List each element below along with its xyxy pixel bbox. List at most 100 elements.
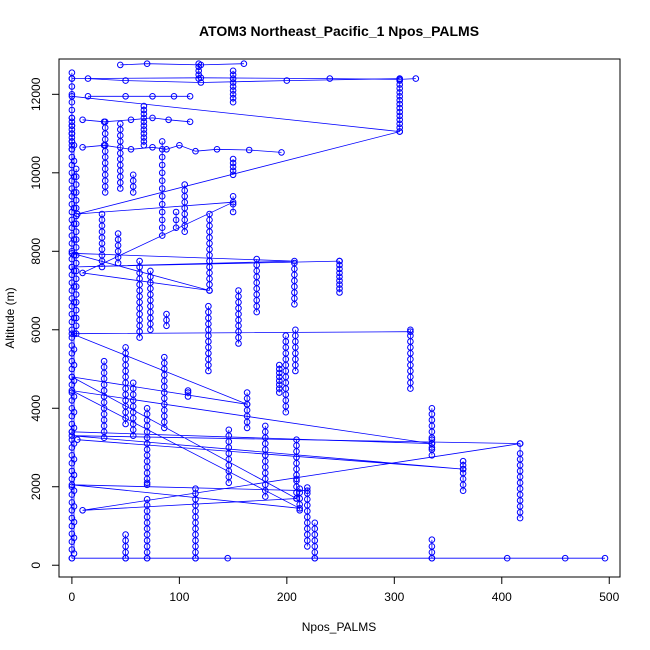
data-point [176,142,183,149]
series-39 [161,353,168,432]
data-point [140,130,148,137]
data-point [158,146,166,153]
data-point [240,60,248,68]
data-point [291,259,298,267]
data-point [140,122,148,129]
data-point [68,114,76,122]
data-point [68,350,76,357]
data-point [206,287,213,294]
series-20 [181,181,188,235]
data-point [70,157,78,165]
data-point [68,263,76,271]
series-13 [140,102,148,149]
data-point [229,198,237,206]
y-tick-label: 10000 [29,156,43,190]
data-point [229,79,237,86]
data-point [101,118,109,126]
data-point [70,220,78,228]
data-point [296,485,304,493]
data-point [79,116,86,124]
data-point [407,328,414,336]
data-point [283,77,291,84]
data-point [68,326,76,334]
data-point [74,210,81,218]
data-point [68,330,76,338]
series-line [71,331,521,511]
data-point [98,210,106,218]
data-point [243,401,251,408]
data-point [122,93,129,100]
data-point [229,91,237,98]
data-point [396,116,404,124]
data-point [158,200,166,208]
data-point [229,167,237,175]
data-point [396,100,404,108]
data-point [68,106,76,114]
data-point [68,224,76,231]
y-tick-label: 6000 [29,316,43,343]
data-point [229,155,237,163]
data-point [229,71,237,78]
chart-title: ATOM3 Northeast_Pacific_1 Npos_PALMS [199,23,479,39]
data-point [161,353,168,361]
data-point [262,422,269,430]
data-point [336,269,343,277]
series-50 [143,496,151,562]
data-point [122,77,129,84]
data-point [68,428,76,436]
data-point [192,554,199,562]
data-point [396,124,404,131]
data-point [68,216,76,224]
data-point [84,93,92,100]
data-point [68,126,76,133]
data-point [311,519,319,527]
series-line [120,63,244,66]
data-point [428,444,436,451]
data-point [296,505,304,512]
series-15 [117,120,124,192]
series-44 [225,426,233,487]
data-point [68,193,76,200]
series-30 [235,287,242,347]
data-point [72,228,80,235]
data-point [68,481,76,489]
data-point [140,110,148,118]
data-point [70,283,78,290]
data-point [336,289,343,296]
data-point [195,60,202,68]
data-point [68,412,76,420]
data-point [72,189,80,196]
data-point [428,436,436,444]
data-point [278,149,285,156]
series-45 [262,422,269,500]
series-4 [84,75,404,86]
data-point [229,159,237,167]
data-point [311,554,319,562]
data-point [72,259,80,267]
x-tick-label: 200 [277,590,297,604]
x-tick-label: 100 [169,590,189,604]
data-point [70,314,78,322]
y-axis-label: Altitude (m) [3,287,17,348]
data-point [68,373,76,381]
data-point [516,440,524,447]
series-11 [229,67,237,106]
data-point [158,208,166,216]
data-point [225,426,233,434]
series-24 [206,210,213,294]
data-point [68,507,76,514]
data-point [601,554,609,562]
data-point [68,420,76,428]
data-point [276,365,283,373]
data-point [229,83,237,90]
series-2 [72,165,80,338]
data-point [68,138,76,145]
data-point [503,554,511,562]
data-point [158,232,166,239]
series-58 [68,387,436,512]
data-point [72,197,80,204]
data-point [195,75,202,82]
data-point [326,75,334,82]
data-point [143,496,151,503]
data-point [127,146,135,153]
